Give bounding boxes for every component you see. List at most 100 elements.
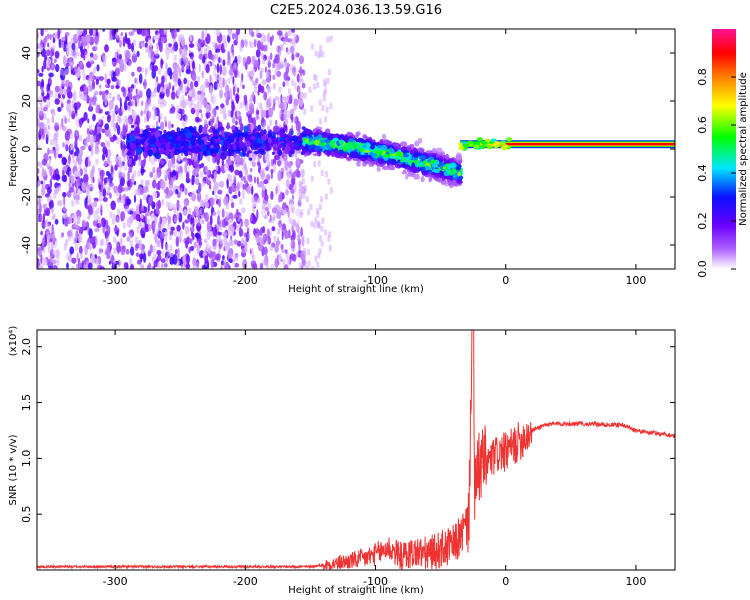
heatmap-cell — [236, 154, 241, 164]
heatmap-cell — [66, 253, 70, 260]
heatmap-cell — [114, 67, 120, 77]
heatmap-cell — [128, 158, 132, 165]
heatmap-cell — [270, 190, 274, 200]
heatmap-cell — [94, 34, 99, 45]
heatmap-cell — [243, 94, 247, 101]
heatmap-cell — [47, 247, 51, 253]
heatmap-cell — [270, 264, 275, 269]
heatmap-cell — [269, 95, 272, 104]
heatmap-cell — [169, 46, 172, 53]
heatmap-cell — [160, 139, 167, 144]
heatmap-cell — [182, 221, 185, 230]
heatmap-cell — [325, 106, 329, 113]
heatmap-cell — [40, 108, 44, 114]
x-tick-label: -200 — [233, 274, 258, 287]
heatmap-cell — [135, 142, 141, 146]
heatmap-cell — [57, 29, 60, 39]
heatmap-cell — [301, 82, 306, 89]
heatmap-cell — [140, 110, 143, 117]
heatmap-cell — [136, 66, 142, 73]
heatmap-cell — [221, 66, 227, 76]
heatmap-cell — [249, 215, 253, 222]
heatmap-cell — [220, 239, 224, 246]
heatmap-cell — [385, 141, 392, 146]
heatmap-cell — [321, 51, 325, 58]
heatmap-cell — [49, 165, 53, 176]
heatmap-cell — [222, 232, 227, 238]
heatmap-cell — [244, 140, 252, 147]
heatmap-cell — [99, 220, 103, 227]
heatmap-cell — [376, 166, 381, 172]
heatmap-cell — [55, 174, 61, 181]
heatmap-cell — [126, 180, 131, 187]
heatmap-cell — [210, 95, 214, 102]
heatmap-cell — [327, 178, 331, 185]
heatmap-cell — [149, 143, 156, 148]
heatmap-cell — [407, 147, 412, 152]
heatmap-cell — [256, 137, 261, 144]
heatmap-cell — [98, 76, 105, 81]
heatmap-cell — [291, 135, 299, 142]
heatmap-cell — [240, 80, 244, 87]
heatmap-cell — [105, 140, 109, 147]
heatmap-cell — [328, 231, 332, 238]
heatmap-cell — [226, 122, 230, 130]
heatmap-cell — [95, 239, 99, 246]
heatmap-cell — [242, 150, 247, 157]
heatmap-cell — [296, 159, 301, 166]
heatmap-cell — [261, 185, 266, 192]
heatmap-cell — [124, 49, 128, 56]
heatmap-cell — [249, 70, 255, 77]
heatmap-cell — [161, 87, 164, 94]
heatmap-cell — [380, 144, 388, 151]
heatmap-cell — [294, 81, 297, 91]
heatmap-cell — [157, 199, 161, 209]
heatmap-cell — [107, 129, 111, 136]
heatmap-cell — [65, 143, 69, 152]
heatmap-cell — [240, 229, 244, 237]
heatmap-cell — [105, 83, 109, 88]
heatmap-cell — [244, 41, 248, 48]
heatmap-cell — [189, 238, 193, 244]
heatmap-cell — [136, 50, 140, 58]
heatmap-cell — [256, 156, 260, 163]
heatmap-cell — [278, 194, 282, 203]
heatmap-cell — [224, 91, 228, 99]
heatmap-cell — [40, 86, 44, 93]
heatmap-cell — [231, 226, 235, 233]
heatmap-cell — [320, 196, 324, 203]
heatmap-cell — [193, 103, 197, 110]
heatmap-cell — [97, 215, 101, 222]
heatmap-cell — [256, 109, 260, 116]
heatmap-cell — [309, 144, 317, 149]
heatmap-cell — [261, 190, 265, 197]
heatmap-cell — [179, 51, 183, 57]
heatmap-cell — [129, 215, 134, 224]
heatmap-cell — [324, 229, 328, 236]
heatmap-cell — [125, 124, 129, 129]
heatmap-cell — [291, 222, 294, 229]
heatmap-cell — [206, 107, 209, 114]
heatmap-cell — [202, 99, 205, 106]
heatmap-cell — [164, 76, 167, 83]
heatmap-cell — [395, 151, 402, 156]
heatmap-cell — [230, 239, 234, 246]
heatmap-cell — [63, 195, 66, 207]
heatmap-cell — [167, 67, 172, 76]
heatmap-cell — [191, 174, 195, 186]
heatmap-cell — [60, 69, 63, 76]
heatmap-cell — [98, 178, 102, 185]
heatmap-cell — [73, 35, 77, 42]
heatmap-cell — [166, 256, 169, 262]
heatmap-cell — [269, 36, 273, 46]
heatmap-cell — [165, 155, 169, 162]
heatmap-cell — [228, 59, 232, 66]
heatmap-cell — [255, 114, 259, 121]
heatmap-cell — [163, 263, 168, 268]
heatmap-cell — [227, 50, 230, 59]
heatmap-cell — [197, 42, 201, 49]
heatmap-cell — [188, 43, 195, 48]
heatmap-cell — [217, 74, 221, 81]
heatmap-cell — [210, 263, 214, 269]
heatmap-cell — [290, 130, 294, 135]
